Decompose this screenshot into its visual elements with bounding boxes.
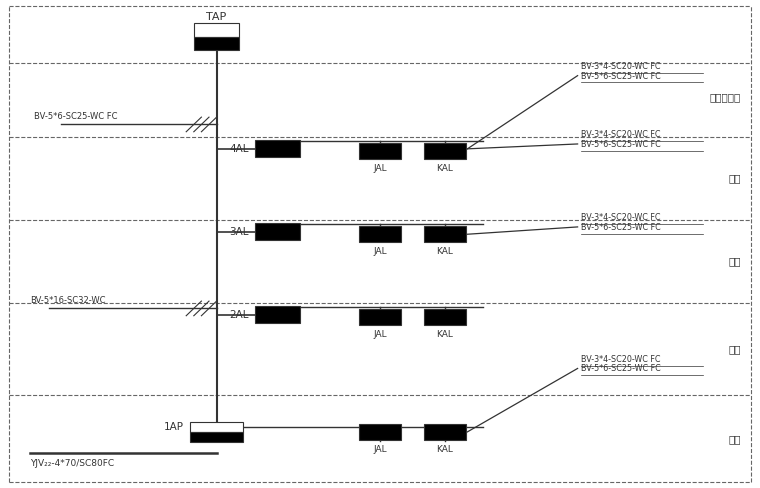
Text: 4AL: 4AL [229,144,249,154]
Text: KAL: KAL [436,330,453,339]
Text: 3AL: 3AL [229,227,249,237]
Text: 一层: 一层 [729,434,741,444]
Bar [255,140,300,157]
Text: KAL: KAL [436,164,453,173]
Bar [194,37,239,50]
Text: BV-3*4-SC20-WC FC: BV-3*4-SC20-WC FC [581,130,661,139]
Text: BV-5*6-SC25-WC FC: BV-5*6-SC25-WC FC [581,140,661,149]
Text: BV-3*4-SC20-WC FC: BV-3*4-SC20-WC FC [581,62,661,71]
Bar [190,432,243,442]
Text: 电梯机房层: 电梯机房层 [710,93,741,102]
Bar [424,143,465,159]
Text: BV-5*16-SC32-WC: BV-5*16-SC32-WC [30,296,106,305]
Bar [359,226,401,242]
Bar [424,226,465,242]
Text: JAL: JAL [373,330,387,339]
Text: 二层: 二层 [729,344,741,354]
Text: BV-5*6-SC25-WC FC: BV-5*6-SC25-WC FC [34,112,118,121]
Text: KAL: KAL [436,445,453,453]
Bar [359,309,401,325]
Text: BV-5*6-SC25-WC FC: BV-5*6-SC25-WC FC [581,223,661,232]
Text: JAL: JAL [373,247,387,256]
Bar [359,143,401,159]
Bar [359,424,401,440]
Text: JAL: JAL [373,445,387,453]
Text: KAL: KAL [436,247,453,256]
Text: BV-3*4-SC20-WC FC: BV-3*4-SC20-WC FC [581,213,661,222]
Text: JAL: JAL [373,164,387,173]
Text: 三层: 三层 [729,256,741,266]
Text: 四层: 四层 [729,173,741,183]
Bar [255,306,300,324]
Text: BV-3*4-SC20-WC FC: BV-3*4-SC20-WC FC [581,355,661,364]
Bar [424,424,465,440]
Bar [255,223,300,240]
Text: YJV₂₂-4*70/SC80FC: YJV₂₂-4*70/SC80FC [30,459,115,468]
Bar [190,422,243,432]
Bar [424,309,465,325]
Text: 1AP: 1AP [164,422,184,432]
Text: BV-5*6-SC25-WC FC: BV-5*6-SC25-WC FC [581,365,661,373]
Text: TAP: TAP [207,12,226,22]
Text: BV-5*6-SC25-WC FC: BV-5*6-SC25-WC FC [581,72,661,81]
Text: 2AL: 2AL [229,310,249,320]
Bar [194,23,239,37]
